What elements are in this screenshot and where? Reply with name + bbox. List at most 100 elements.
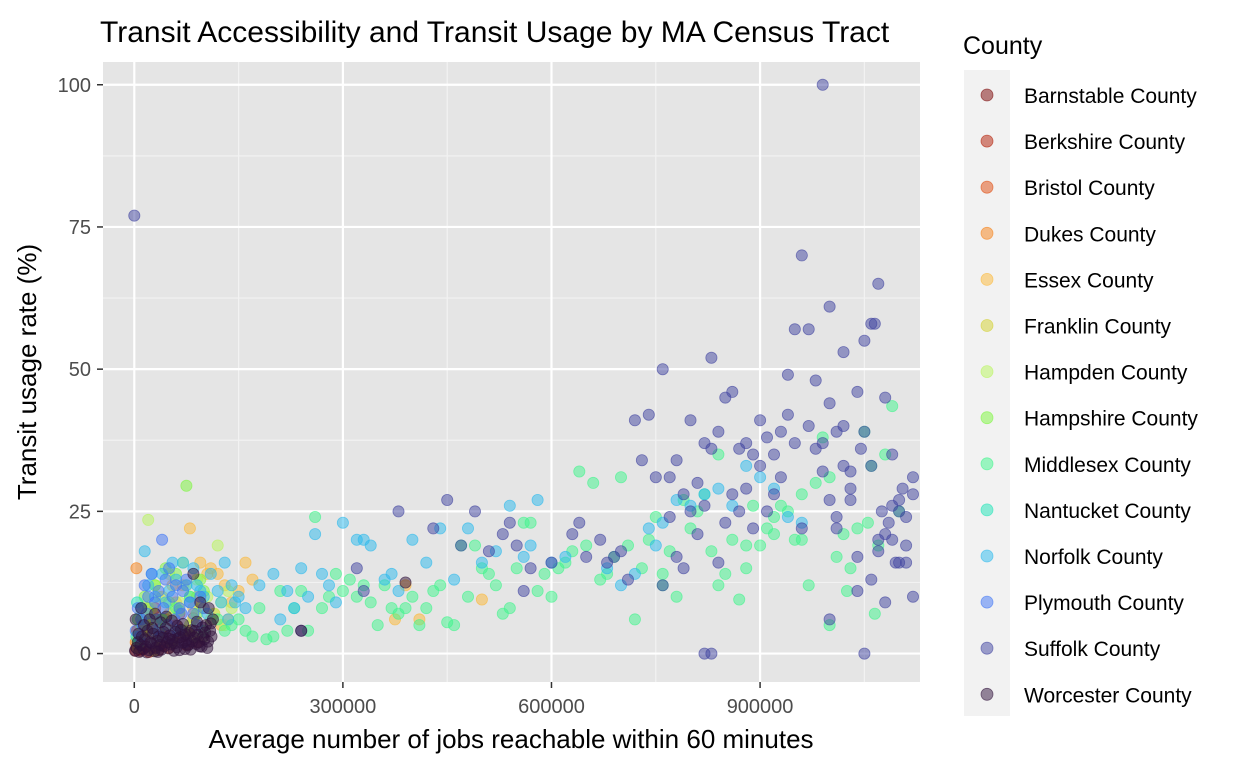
data-point-middlesex-county: [246, 630, 259, 643]
data-point-suffolk-county: [858, 425, 871, 438]
data-point-norfolk-county: [229, 596, 242, 609]
data-point-norfolk-county: [295, 562, 308, 575]
data-point-middlesex-county: [329, 567, 342, 580]
legend-key-worcester-county: [980, 687, 994, 701]
data-point-middlesex-county: [413, 619, 426, 632]
data-point-suffolk-county: [677, 562, 690, 575]
data-point-middlesex-county: [573, 465, 586, 478]
data-point-suffolk-county: [872, 533, 885, 546]
data-point-middlesex-county: [747, 499, 760, 512]
data-point-suffolk-county: [698, 499, 711, 512]
data-point-middlesex-county: [260, 633, 273, 646]
data-point-suffolk-county: [781, 368, 794, 381]
data-point-suffolk-county: [635, 454, 648, 467]
legend-label-suffolk-county: Suffolk County: [1024, 638, 1161, 661]
data-point-suffolk-county: [656, 579, 669, 592]
data-point-worcester-county: [132, 627, 145, 640]
data-point-hampshire-county: [180, 479, 193, 492]
data-point-plymouth-county: [152, 585, 165, 598]
x-tick-label: 0: [129, 696, 140, 718]
legend-label-nantucket-county: Nantucket County: [1024, 500, 1191, 523]
data-point-suffolk-county: [754, 414, 767, 427]
data-point-suffolk-county: [357, 585, 370, 598]
legend: Barnstable County Berkshire County Bristol…: [980, 85, 1198, 707]
data-point-middlesex-county: [364, 596, 377, 609]
data-point-norfolk-county: [517, 550, 530, 563]
legend-key-bristol-county: [980, 180, 994, 194]
data-point-middlesex-county: [868, 607, 881, 620]
data-point-worcester-county: [149, 607, 162, 620]
data-point-hampden-county: [211, 539, 224, 552]
legend-label-barnstable-county: Barnstable County: [1024, 85, 1197, 108]
data-point-suffolk-county: [733, 505, 746, 518]
data-point-middlesex-county: [861, 516, 874, 529]
data-point-suffolk-county: [705, 647, 718, 660]
data-point-middlesex-county: [587, 476, 600, 489]
data-point-suffolk-county: [580, 550, 593, 563]
data-point-worcester-county: [140, 646, 153, 659]
legend-label-berkshire-county: Berkshire County: [1024, 131, 1186, 154]
data-point-middlesex-county: [336, 585, 349, 598]
y-tick-label: 25: [69, 501, 91, 523]
data-point-suffolk-county: [712, 556, 725, 569]
data-point-suffolk-county: [907, 471, 920, 484]
legend-label-franklin-county: Franklin County: [1024, 316, 1172, 339]
data-point-norfolk-county: [315, 567, 328, 580]
data-point-suffolk-county: [802, 323, 815, 336]
data-point-suffolk-county: [872, 277, 885, 290]
data-point-suffolk-county: [566, 528, 579, 541]
legend-key-hampden-county: [980, 365, 994, 379]
data-point-suffolk-county: [907, 488, 920, 501]
data-point-suffolk-county: [768, 488, 781, 501]
data-point-suffolk-county: [545, 556, 558, 569]
y-tick-label: 75: [69, 217, 91, 239]
data-point-norfolk-county: [642, 522, 655, 535]
data-point-suffolk-county: [684, 414, 697, 427]
data-point-plymouth-county: [163, 562, 176, 575]
data-point-plymouth-county: [166, 590, 179, 603]
data-point-worcester-county: [151, 645, 164, 658]
data-point-suffolk-county: [865, 573, 878, 586]
data-point-worcester-county: [187, 567, 200, 580]
data-point-norfolk-county: [288, 602, 301, 615]
data-point-suffolk-county: [608, 550, 621, 563]
data-point-suffolk-county: [524, 562, 537, 575]
legend-key-hampshire-county: [980, 411, 994, 425]
data-point-middlesex-county: [510, 562, 523, 575]
y-tick-label: 0: [80, 644, 91, 666]
data-point-suffolk-county: [642, 408, 655, 421]
data-point-suffolk-county: [823, 493, 836, 506]
data-point-middlesex-county: [670, 590, 683, 603]
data-point-suffolk-county: [663, 471, 676, 484]
data-point-suffolk-county: [740, 437, 753, 450]
data-point-suffolk-county: [788, 323, 801, 336]
data-point-suffolk-county: [649, 471, 662, 484]
data-point-middlesex-county: [809, 476, 822, 489]
data-point-suffolk-county: [872, 545, 885, 558]
data-point-worcester-county: [204, 617, 217, 630]
data-point-suffolk-county: [761, 431, 774, 444]
legend-title: County: [963, 32, 1043, 60]
data-point-middlesex-county: [489, 579, 502, 592]
data-point-norfolk-county: [781, 510, 794, 523]
data-point-norfolk-county: [218, 556, 231, 569]
data-point-suffolk-county: [858, 647, 871, 660]
data-point-norfolk-county: [253, 579, 266, 592]
data-point-middlesex-county: [656, 567, 669, 580]
data-point-suffolk-county: [823, 397, 836, 410]
data-point-middlesex-county: [712, 579, 725, 592]
data-point-middlesex-county: [406, 590, 419, 603]
data-point-suffolk-county: [886, 533, 899, 546]
data-point-middlesex-county: [315, 602, 328, 615]
data-point-suffolk-county: [823, 613, 836, 626]
data-point-norfolk-county: [329, 596, 342, 609]
data-point-plymouth-county: [145, 567, 158, 580]
data-point-middlesex-county: [482, 567, 495, 580]
data-point-middlesex-county: [830, 550, 843, 563]
legend-key-dukes-county: [980, 226, 994, 240]
data-point-norfolk-county: [302, 590, 315, 603]
data-point-suffolk-county: [510, 539, 523, 552]
data-point-norfolk-county: [503, 499, 516, 512]
